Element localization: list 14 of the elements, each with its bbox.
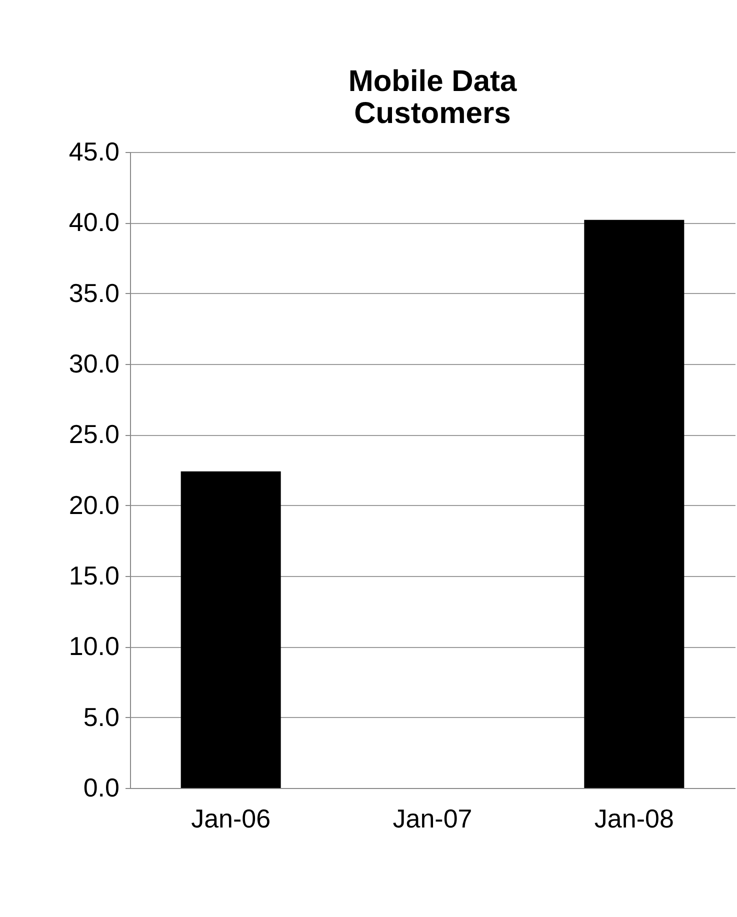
y-tick-label: 0.0 [83,772,120,802]
y-tick-label: 25.0 [68,419,120,450]
x-tick-label: Jan-07 [392,804,472,834]
chart-title: Mobile Data Customers [348,65,517,130]
y-tick-label: 10.0 [68,631,120,662]
y-tick-label: 40.0 [68,207,120,238]
x-tick-label: Jan-06 [191,804,271,834]
y-tick-label: 20.0 [68,490,120,520]
y-tick-label: 45.0 [68,136,120,166]
y-tick-label: 5.0 [83,702,120,732]
y-tick-label: 15.0 [68,560,120,590]
y-tick-label: 30.0 [68,348,120,378]
x-tick-label: Jan-08 [594,804,674,834]
y-tick-label: 35.0 [68,278,120,308]
